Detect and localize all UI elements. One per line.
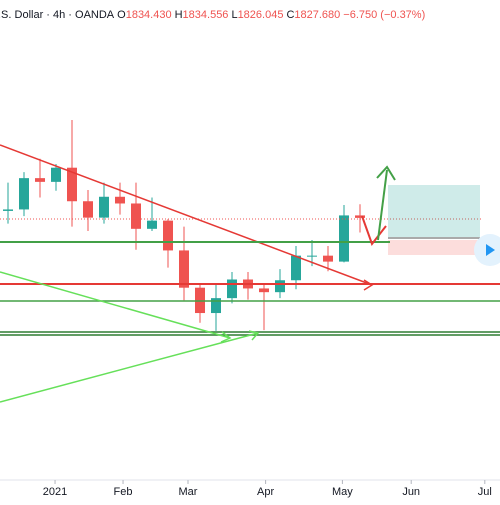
chart-title: .S. Dollar · 4h · OANDA O1834.430 H1834.55… <box>0 9 425 21</box>
candle-body <box>115 196 125 204</box>
profit-zone <box>388 185 480 237</box>
arrow-head <box>248 330 260 341</box>
loss-zone <box>388 240 480 255</box>
candle-body <box>323 255 333 262</box>
candle-body <box>307 255 317 257</box>
candle-body <box>35 178 45 182</box>
red-arrow <box>361 215 387 247</box>
candle-body <box>227 279 237 299</box>
legend-label: O <box>117 9 126 21</box>
candle-body <box>3 209 13 211</box>
candles <box>3 120 365 331</box>
candle-body <box>211 298 221 314</box>
drawings <box>0 144 500 481</box>
candle-body <box>51 167 61 182</box>
candle-body <box>163 220 173 251</box>
arrow-head <box>376 165 396 181</box>
legend-value: 1827.680 <box>294 9 340 21</box>
candle-body <box>131 203 141 229</box>
x-tick-label: Jun <box>402 486 420 498</box>
trend-line <box>0 332 259 403</box>
x-tick-label: Feb <box>114 486 133 498</box>
scroll-icon <box>486 244 495 256</box>
candle-body <box>99 196 109 218</box>
legend-value: 1826.045 <box>238 9 284 21</box>
candle-body <box>67 167 77 202</box>
header: .S. Dollar · 4h · OANDA O1834.430 H1834.55… <box>0 9 425 21</box>
candle-body <box>259 288 269 293</box>
candle-body <box>147 220 157 229</box>
candle-body <box>291 255 301 281</box>
green-arrow <box>377 169 388 241</box>
x-tick-label: 2021 <box>43 486 67 498</box>
candle-body <box>339 215 349 262</box>
trend-line <box>0 271 231 339</box>
candle-body <box>19 178 29 210</box>
arrow-head <box>220 331 232 343</box>
legend-label: L <box>231 9 237 21</box>
candle-body <box>275 280 285 293</box>
candle-body <box>355 215 365 218</box>
legend-value: 1834.430 <box>126 9 172 21</box>
trend-line <box>0 144 373 286</box>
legend-value: 1834.556 <box>183 9 229 21</box>
x-tick-label: Mar <box>179 486 198 498</box>
x-tick-label: May <box>332 486 353 498</box>
legend-label: H <box>175 9 183 21</box>
x-tick-label: Apr <box>257 486 274 498</box>
x-tick-label: Jul <box>478 486 492 498</box>
candle-body <box>83 201 93 218</box>
legend-label: C <box>286 9 294 21</box>
candle-body <box>179 250 189 288</box>
legend-change: −6.750 (−0.37%) <box>343 9 425 21</box>
